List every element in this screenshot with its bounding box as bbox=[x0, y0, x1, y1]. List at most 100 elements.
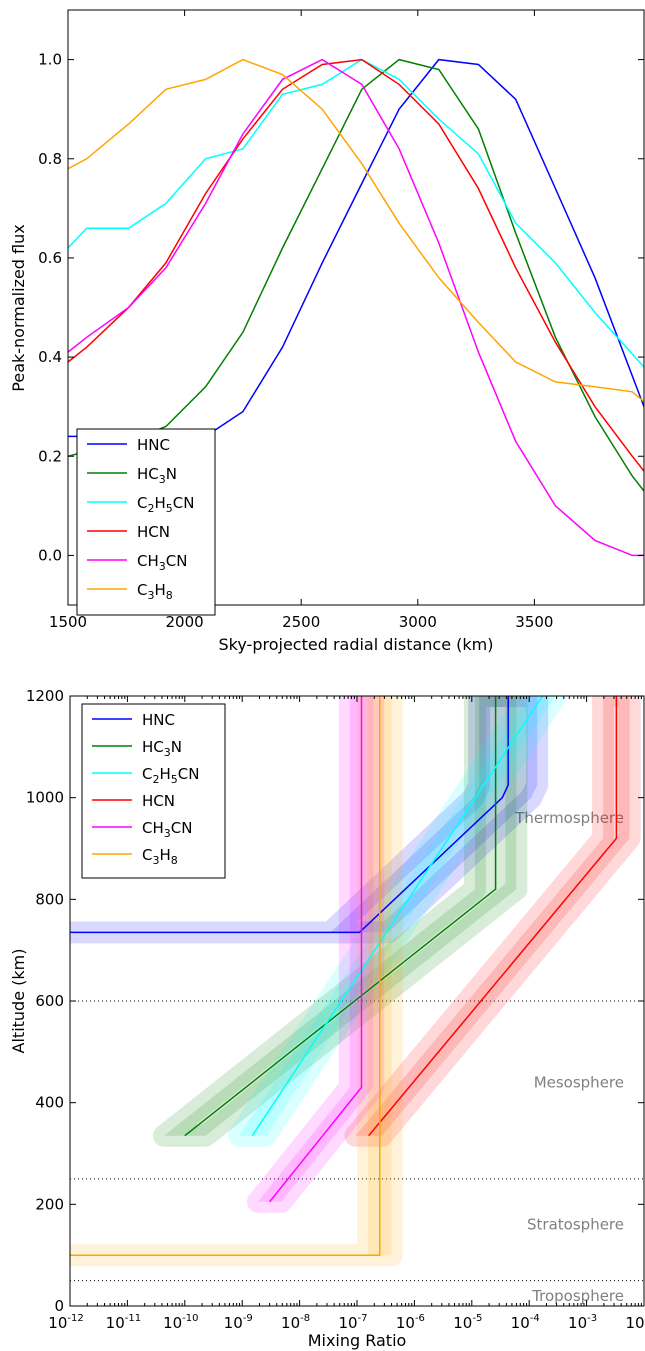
legend-subscript: 5 bbox=[171, 773, 178, 786]
uncertainty-band bbox=[70, 696, 403, 1267]
legend-text: HC bbox=[142, 738, 164, 756]
x-tick-label: 10-5 bbox=[453, 1313, 482, 1332]
legend-text: C bbox=[142, 846, 152, 864]
profile-x-axis-label: Mixing Ratio bbox=[308, 1331, 407, 1350]
y-tick-label: 0.6 bbox=[38, 249, 62, 267]
legend-text: CN bbox=[171, 819, 193, 837]
legend-text: HC bbox=[137, 465, 159, 483]
layer-label: Stratosphere bbox=[527, 1216, 624, 1234]
legend-text: H bbox=[154, 494, 165, 512]
legend-subscript: 3 bbox=[164, 827, 171, 840]
x-tick-label: 2000 bbox=[166, 613, 204, 631]
profile-series-line bbox=[251, 696, 544, 1137]
x-tick-exponent: -4 bbox=[530, 1313, 540, 1324]
legend-text: HCN bbox=[142, 792, 175, 810]
legend-text: HNC bbox=[142, 711, 175, 729]
flux-axis-ticks: 1500 2000 2500 3000 3500 0.0 0.2 0.4 0.6 0.8 1.0 bbox=[38, 10, 644, 631]
profile-series-line bbox=[70, 696, 509, 934]
atmosphere-layer-group: Thermosphere Mesosphere Stratosphere Tropos… bbox=[70, 809, 644, 1305]
x-tick-base: 10 bbox=[396, 1314, 415, 1332]
x-tick-label: 10-8 bbox=[281, 1313, 310, 1332]
x-tick-base: 10 bbox=[163, 1314, 182, 1332]
x-tick-label: 1500 bbox=[49, 613, 87, 631]
x-tick-label: 10-10 bbox=[163, 1313, 198, 1332]
profile-series-line bbox=[269, 696, 363, 1203]
flux-chart: 1500 2000 2500 3000 3500 0.0 0.2 0.4 0.6 0.8 1.0 S… bbox=[9, 9, 645, 654]
x-tick-label: 10-11 bbox=[106, 1313, 141, 1332]
y-tick-label: 0.2 bbox=[38, 447, 62, 465]
x-tick-base: 10 bbox=[48, 1314, 67, 1332]
legend-label: HNC bbox=[142, 711, 175, 729]
legend-label: HNC bbox=[137, 436, 170, 454]
legend-text: C bbox=[142, 765, 152, 783]
layer-label: Troposphere bbox=[531, 1287, 624, 1305]
profile-series-line bbox=[184, 696, 497, 1137]
flux-series-line bbox=[68, 58, 644, 472]
legend-text: N bbox=[171, 738, 182, 756]
x-tick-base: 10 bbox=[338, 1314, 357, 1332]
x-tick-base: 10 bbox=[568, 1314, 587, 1332]
legend-label: C3H8 bbox=[137, 581, 173, 602]
legend-subscript: 5 bbox=[166, 502, 173, 515]
y-tick-label: 0.8 bbox=[38, 150, 62, 168]
x-tick-base: 10 bbox=[511, 1314, 530, 1332]
y-tick-label: 800 bbox=[35, 890, 64, 908]
legend-text: C bbox=[137, 494, 147, 512]
x-tick-exponent: -5 bbox=[472, 1313, 482, 1324]
x-tick-label: 10-3 bbox=[568, 1313, 597, 1332]
legend-label: C2H5CN bbox=[137, 494, 194, 515]
y-tick-label: 0 bbox=[54, 1297, 64, 1315]
legend-text: CN bbox=[178, 765, 200, 783]
profile-series-line bbox=[70, 696, 381, 1256]
layer-label: Thermosphere bbox=[514, 809, 624, 827]
y-tick-label: 600 bbox=[35, 992, 64, 1010]
legend-subscript: 2 bbox=[152, 773, 159, 786]
legend-text: HCN bbox=[137, 523, 170, 541]
x-tick-base: 10 bbox=[224, 1314, 243, 1332]
legend-label: HCN bbox=[142, 792, 175, 810]
legend-text: CN bbox=[173, 494, 195, 512]
x-tick-exponent: -8 bbox=[300, 1313, 310, 1324]
legend-subscript: 2 bbox=[147, 502, 154, 515]
x-tick-base: 10 bbox=[453, 1314, 472, 1332]
legend-label: CH3CN bbox=[142, 819, 192, 840]
x-tick-label: 3500 bbox=[515, 613, 553, 631]
legend-text: H bbox=[154, 581, 165, 599]
x-tick-exponent: -6 bbox=[415, 1313, 425, 1324]
legend-subscript: 3 bbox=[164, 746, 171, 759]
x-tick-exponent: -3 bbox=[587, 1313, 597, 1324]
x-tick-base: 10 bbox=[106, 1314, 125, 1332]
y-tick-label: 200 bbox=[35, 1195, 64, 1213]
x-tick-base: 10 bbox=[625, 1314, 644, 1332]
profile-series-group bbox=[70, 696, 618, 1256]
profile-y-axis-label: Altitude (km) bbox=[9, 949, 28, 1054]
y-tick-label: 1.0 bbox=[38, 51, 62, 69]
profile-axis-ticks: 10-12 10-11 10-10 10-9 10-8 10-7 10-6 10-5 10-4 1… bbox=[26, 687, 645, 1332]
flux-series-line bbox=[68, 58, 644, 368]
x-tick-exponent: -9 bbox=[243, 1313, 253, 1324]
x-tick-exponent: -10 bbox=[182, 1313, 198, 1324]
layer-label: Mesosphere bbox=[534, 1073, 624, 1091]
uncertainty-band bbox=[153, 696, 528, 1147]
flux-x-axis-label: Sky-projected radial distance (km) bbox=[219, 635, 494, 654]
legend-text: C bbox=[137, 581, 147, 599]
flux-series-line bbox=[68, 58, 644, 403]
uncertainty-band bbox=[344, 696, 641, 1147]
y-tick-label: 1000 bbox=[26, 789, 64, 807]
legend-label: HC3N bbox=[137, 465, 177, 486]
x-tick-exponent: -11 bbox=[125, 1313, 141, 1324]
x-tick-label: 10-6 bbox=[396, 1313, 425, 1332]
legend-label: HC3N bbox=[142, 738, 182, 759]
legend-text: H bbox=[159, 765, 170, 783]
legend-subscript: 3 bbox=[159, 473, 166, 486]
x-tick-exponent: -7 bbox=[358, 1313, 368, 1324]
legend-subscript: 3 bbox=[147, 589, 154, 602]
legend-subscript: 3 bbox=[159, 560, 166, 573]
legend-box bbox=[81, 703, 226, 879]
x-tick-label: 10-12 bbox=[48, 1313, 83, 1332]
y-tick-label: 1200 bbox=[26, 687, 64, 705]
legend-subscript: 8 bbox=[166, 589, 173, 602]
